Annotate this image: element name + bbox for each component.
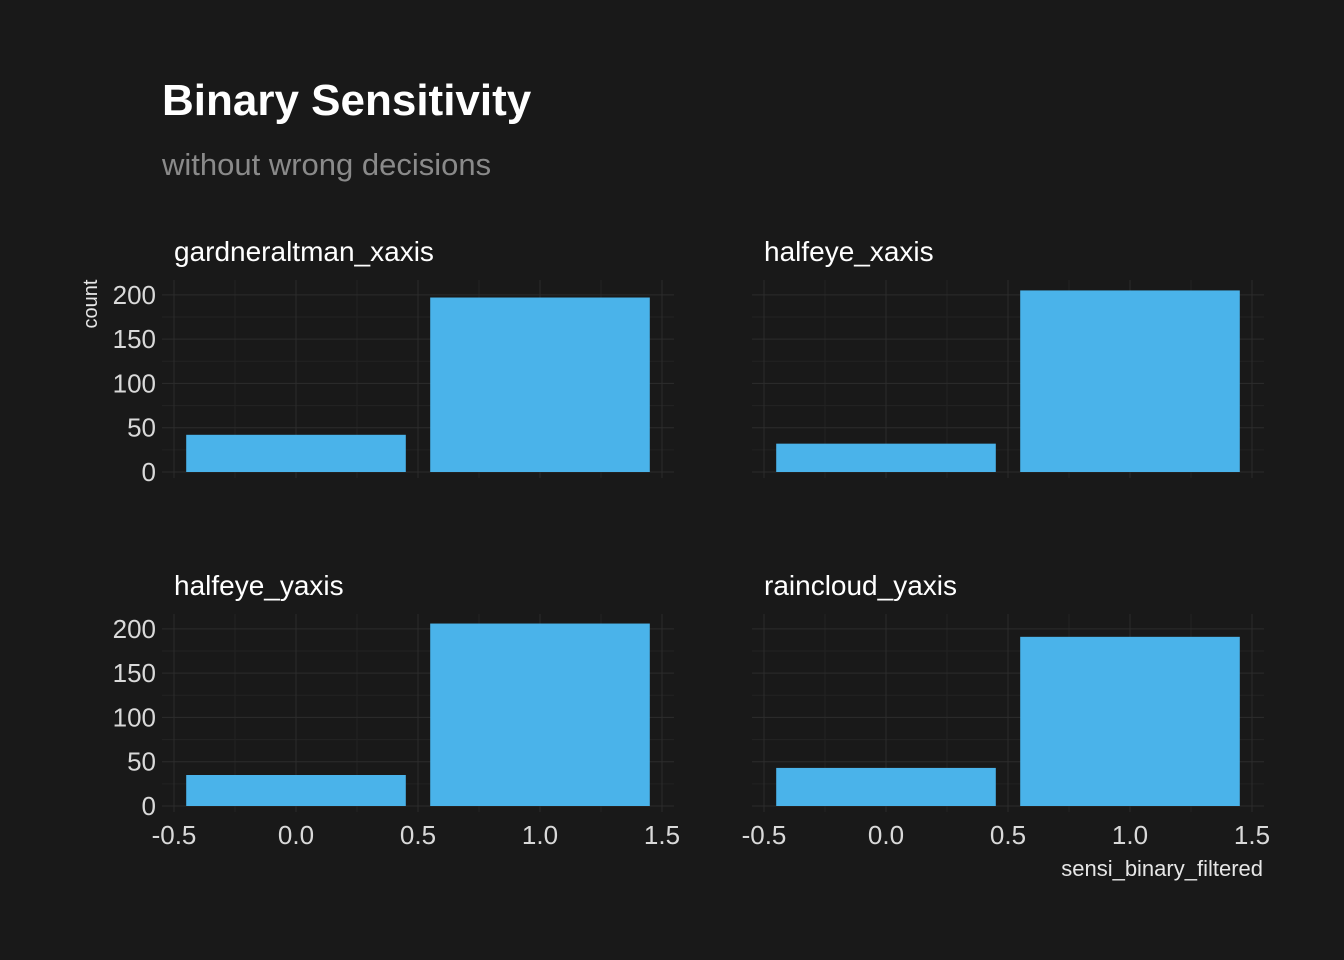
x-tick-label: 1.0 [1112,820,1148,850]
facet-panel: halfeye_yaxis 0 50 100 150 200 -0.5 0.0 0.5 1.0 1.… [113,570,680,850]
chart-title: Binary Sensitivity [162,76,532,125]
x-tick-label: 1.0 [522,820,558,850]
y-tick-label: 150 [113,324,156,354]
y-tick-label: 200 [113,280,156,310]
facet-panel: raincloud_yaxis -0.5 0.0 0.5 1.0 1.5 [742,570,1270,850]
facet-panel: gardneraltman_xaxis 0 50 100 150 200 [113,236,674,487]
y-tick-label: 0 [142,791,156,821]
y-axis-label: count [80,279,102,328]
x-tick-label: 0.0 [278,820,314,850]
x-axis-label: sensi_binary_filtered [1061,856,1263,881]
x-tick-label: 1.5 [644,820,680,850]
y-tick-label: 200 [113,614,156,644]
bar [186,775,406,806]
x-tick-label: -0.5 [742,820,787,850]
x-tick-label: 1.5 [1234,820,1270,850]
x-tick-label: -0.5 [152,820,197,850]
bar [1020,636,1240,806]
bar [776,767,996,806]
y-tick-label: 100 [113,702,156,732]
x-tick-label: 0.0 [868,820,904,850]
bar [186,434,406,472]
x-tick-label: 0.5 [400,820,436,850]
y-tick-label: 0 [142,457,156,487]
y-tick-label: 100 [113,368,156,398]
x-tick-label: 0.5 [990,820,1026,850]
y-tick-label: 50 [127,747,156,777]
facet-panel: halfeye_xaxis [752,236,1264,478]
bar [430,297,650,472]
chart-subtitle: without wrong decisions [161,147,491,182]
y-tick-label: 150 [113,658,156,688]
bar [1020,290,1240,472]
facet-panels: gardneraltman_xaxis 0 50 100 150 200 halfeye_x… [113,236,1270,850]
bar [430,623,650,806]
y-tick-label: 50 [127,413,156,443]
facet-title: gardneraltman_xaxis [174,236,434,267]
bar [776,443,996,472]
facet-title: halfeye_yaxis [174,570,344,601]
facet-title: raincloud_yaxis [764,570,957,601]
facet-title: halfeye_xaxis [764,236,934,267]
